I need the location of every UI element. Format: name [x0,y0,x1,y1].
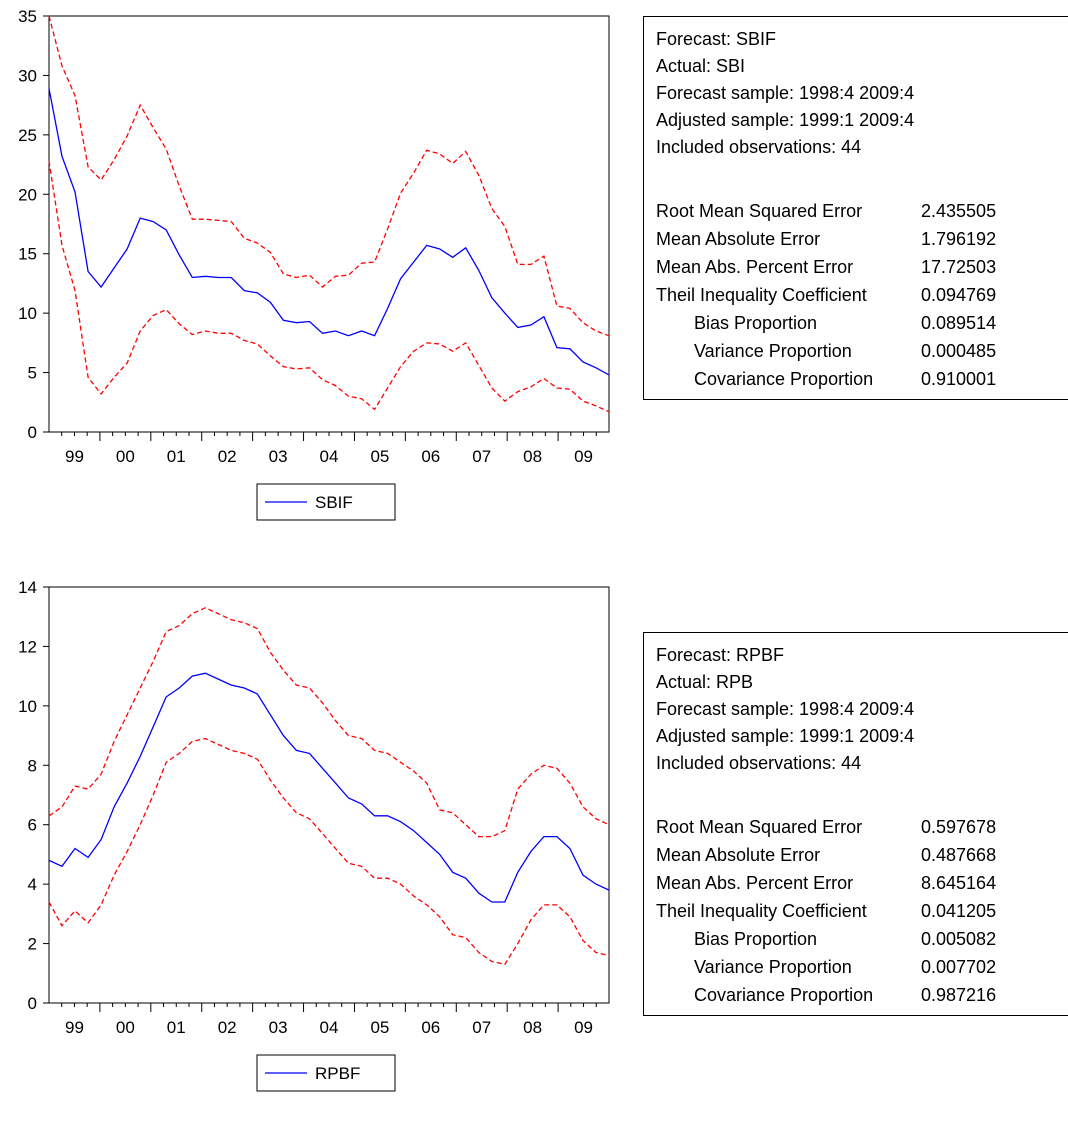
forecast-panel-sbif: 0 5 10 15 20 25 30 35 99 00 01 02 03 04 05 06 07 08 09 SBIF… [18,7,1068,521]
upper-band-line [48,15,610,337]
x-tick-label: 08 [523,447,542,466]
plot-frame [48,15,610,433]
y-tick-label: 10 [18,697,37,716]
x-tick-label: 07 [472,447,491,466]
y-tick-label: 15 [18,245,37,264]
stats-header-line: Actual: SBI [656,56,746,76]
stats-box-sbif: Forecast: SBIF Actual: SBI Forecast sample… [643,16,1068,400]
stats-header-line: Included observations: 44 [656,753,862,773]
stats-row-label: Root Mean Squared Error [656,201,863,221]
stats-row-value: 0.000485 [921,341,997,361]
stats-row-value: 0.487668 [921,845,997,865]
y-tick-label: 20 [18,185,37,204]
upper-band-line [48,607,610,838]
x-tick-label: 09 [574,447,593,466]
y-tick-label: 25 [18,126,37,145]
x-tick-label: 03 [269,1018,288,1037]
stats-header-line: Adjusted sample: 1999:1 2009:4 [656,726,915,746]
y-tick-label: 14 [18,578,37,597]
y-tick-label: 6 [28,816,37,835]
stats-row-label: Covariance Proportion [694,369,874,389]
x-tick-label: 09 [574,1018,593,1037]
stats-row-label: Bias Proportion [694,929,818,949]
stats-row-value: 0.041205 [921,901,997,921]
stats-row-value: 0.005082 [921,929,997,949]
y-tick-label: 35 [18,7,37,26]
stats-row-label: Bias Proportion [694,313,818,333]
forecast-panel-rpbf: 0 2 4 6 8 10 12 14 99 00 01 02 03 04 05 06 07 08 09 RPBF Fo… [0,571,1068,1142]
x-tick-label: 08 [523,1018,542,1037]
stats-header-line: Included observations: 44 [656,137,862,157]
forecast-line [48,672,610,903]
stats-row-label: Mean Abs. Percent Error [656,257,854,277]
plot-frame [48,586,610,1004]
x-tick-label: 01 [167,447,186,466]
x-tick-label: 06 [421,447,440,466]
y-tick-label: 5 [28,364,37,383]
stats-row-value: 2.435505 [921,201,997,221]
stats-row-label: Theil Inequality Coefficient [656,285,867,305]
y-tick-label: 10 [18,304,37,323]
lower-band-line [48,737,610,966]
stats-row-label: Mean Abs. Percent Error [656,873,854,893]
y-tick-label: 0 [28,423,37,442]
x-tick-label: 00 [116,447,135,466]
stats-header-line: Actual: RPB [656,672,754,692]
x-tick-label: 02 [218,1018,237,1037]
x-tick-label: 04 [320,447,339,466]
stats-row-label: Root Mean Squared Error [656,817,863,837]
stats-row-value: 0.094769 [921,285,997,305]
y-tick-label: 4 [28,875,37,894]
forecast-line [48,88,610,376]
x-tick-label: 07 [472,1018,491,1037]
stats-row-value: 17.72503 [921,257,997,277]
stats-header-line: Forecast sample: 1998:4 2009:4 [656,83,915,103]
x-tick-label: 06 [421,1018,440,1037]
stats-row-value: 8.645164 [921,873,997,893]
stats-header-line: Forecast sample: 1998:4 2009:4 [656,699,915,719]
x-tick-label: 01 [167,1018,186,1037]
stats-row-label: Mean Absolute Error [656,229,821,249]
x-tick-label: 05 [370,447,389,466]
lower-band-line [48,160,610,413]
y-tick-label: 30 [18,66,37,85]
stats-header-line: Forecast: RPBF [656,645,785,665]
stats-header-line: Adjusted sample: 1999:1 2009:4 [656,110,915,130]
stats-row-value: 0.987216 [921,985,997,1005]
y-tick-label: 12 [18,637,37,656]
stats-row-value: 1.796192 [921,229,997,249]
y-tick-label: 0 [28,994,37,1013]
stats-header-line: Forecast: SBIF [656,29,777,49]
stats-row-label: Variance Proportion [694,957,852,977]
stats-row-value: 0.089514 [921,313,997,333]
x-tick-label: 00 [116,1018,135,1037]
stats-row-label: Covariance Proportion [694,985,874,1005]
stats-row-label: Variance Proportion [694,341,852,361]
x-tick-label: 04 [320,1018,339,1037]
stats-row-value: 0.007702 [921,957,997,977]
x-tick-label: 99 [65,1018,84,1037]
x-tick-label: 03 [269,447,288,466]
legend-label: SBIF [315,493,353,512]
y-tick-label: 8 [28,756,37,775]
stats-row-label: Theil Inequality Coefficient [656,901,867,921]
legend-label: RPBF [315,1064,360,1083]
x-tick-label: 05 [370,1018,389,1037]
y-tick-label: 2 [28,935,37,954]
x-tick-label: 99 [65,447,84,466]
stats-row-label: Mean Absolute Error [656,845,821,865]
x-tick-label: 02 [218,447,237,466]
stats-box-rpbf: Forecast: RPBF Actual: RPB Forecast sample… [643,632,1068,1016]
stats-row-value: 0.910001 [921,369,997,389]
stats-row-value: 0.597678 [921,817,997,837]
